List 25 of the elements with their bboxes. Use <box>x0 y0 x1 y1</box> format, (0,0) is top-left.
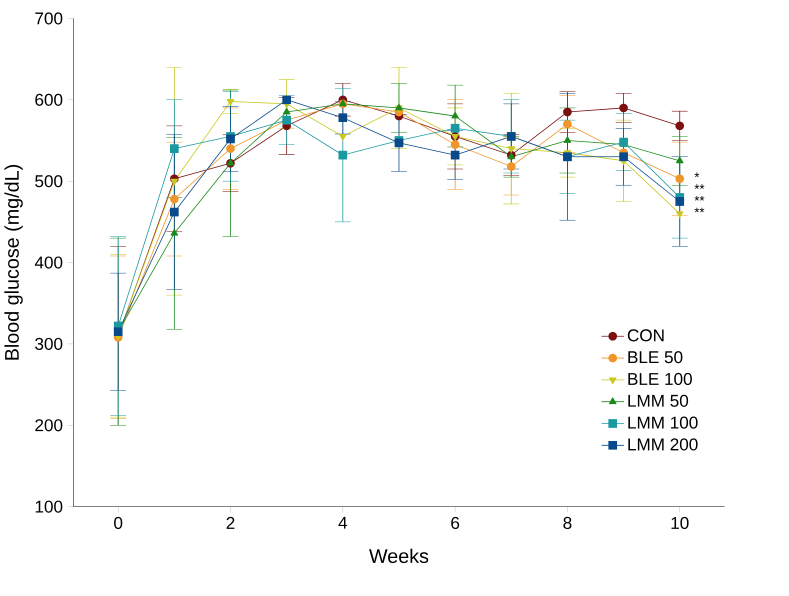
legend-label: CON <box>628 329 664 342</box>
x-tick-label: 0 <box>114 516 122 529</box>
y-tick-label: 200 <box>35 419 62 432</box>
y-tick-label: 400 <box>34 256 62 269</box>
annotation: ** <box>694 208 704 212</box>
x-tick-label: 10 <box>672 516 689 529</box>
x-tick-label: 8 <box>563 516 572 529</box>
legend-label: LMM 200 <box>628 438 698 450</box>
legend-label: LMM 100 <box>628 416 698 429</box>
annotation: ** <box>694 184 704 189</box>
legend-label: BLE 50 <box>628 351 682 364</box>
x-tick-label: 4 <box>338 516 348 529</box>
y-tick-label: 600 <box>35 94 62 106</box>
y-axis-title: Blood glucose (mg/dL) <box>4 164 23 360</box>
y-tick-label: 700 <box>35 12 62 24</box>
x-axis-title: Weeks <box>369 548 428 564</box>
legend-label: BLE 100 <box>628 372 692 385</box>
x-tick-label: 2 <box>226 516 234 529</box>
y-tick-label: 300 <box>35 338 62 350</box>
legend-label: LMM 50 <box>628 394 688 407</box>
y-tick-label: 100 <box>36 500 62 513</box>
y-tick-label: 500 <box>35 175 62 188</box>
annotation: ** <box>694 196 704 201</box>
annotation: * <box>694 172 700 178</box>
x-tick-label: 6 <box>451 516 460 529</box>
